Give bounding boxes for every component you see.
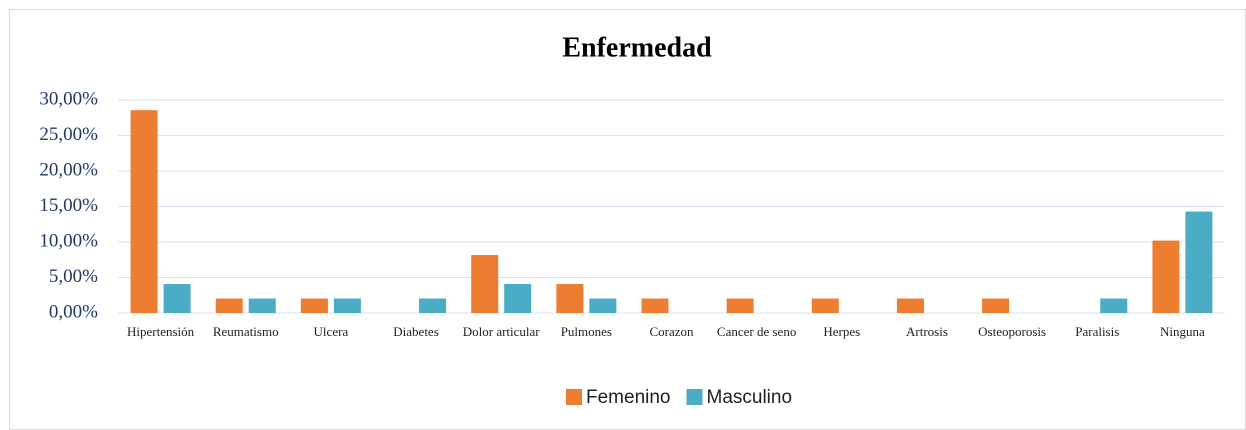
- bar: [163, 284, 191, 313]
- bar: [1100, 298, 1128, 313]
- x-tick-label: Reumatismo: [212, 324, 279, 339]
- x-tick-label: Cancer de seno: [716, 324, 797, 339]
- legend-swatch: [566, 389, 582, 405]
- y-tick-label: 5,00%: [49, 266, 98, 287]
- bar: [419, 298, 447, 313]
- x-tick-label: Ninguna: [1160, 324, 1205, 339]
- bar: [1152, 240, 1180, 313]
- y-tick-label: 10,00%: [39, 230, 98, 251]
- bar: [726, 298, 754, 313]
- x-tick-label: Herpes: [823, 324, 861, 339]
- bar: [248, 298, 276, 313]
- bar: [300, 298, 328, 313]
- bar: [504, 284, 532, 313]
- chart-border: [9, 9, 1246, 430]
- bar: [556, 284, 584, 313]
- bar: [896, 298, 924, 313]
- legend-swatch: [686, 389, 703, 405]
- x-tick-label: Artrosis: [906, 324, 948, 339]
- bar: [130, 110, 158, 313]
- x-tick-label: Pulmones: [560, 324, 612, 339]
- bar: [811, 298, 839, 313]
- x-tick-label: Hipertensión: [126, 324, 195, 339]
- legend-label: Masculino: [707, 387, 793, 408]
- legend-label: Femenino: [586, 387, 671, 408]
- x-tick-label: Paralisis: [1075, 324, 1120, 339]
- bar: [982, 298, 1010, 313]
- chart-title: Enfermedad: [562, 32, 712, 63]
- bar: [471, 255, 499, 313]
- bar: [1185, 211, 1213, 313]
- x-tick-label: Ulcera: [313, 324, 349, 339]
- y-tick-label: 0,00%: [49, 301, 98, 322]
- y-tick-label: 30,00%: [39, 88, 98, 109]
- bar: [641, 298, 669, 313]
- x-tick-label: Osteoporosis: [978, 324, 1047, 339]
- bar: [589, 298, 617, 313]
- y-tick-label: 25,00%: [39, 124, 98, 145]
- y-tick-label: 15,00%: [39, 195, 98, 216]
- bar: [333, 298, 361, 313]
- x-tick-label: Corazon: [649, 324, 694, 339]
- bar: [215, 298, 243, 313]
- y-tick-label: 20,00%: [39, 159, 98, 180]
- x-tick-label: Dolor articular: [462, 324, 540, 339]
- x-tick-label: Diabetes: [393, 324, 439, 339]
